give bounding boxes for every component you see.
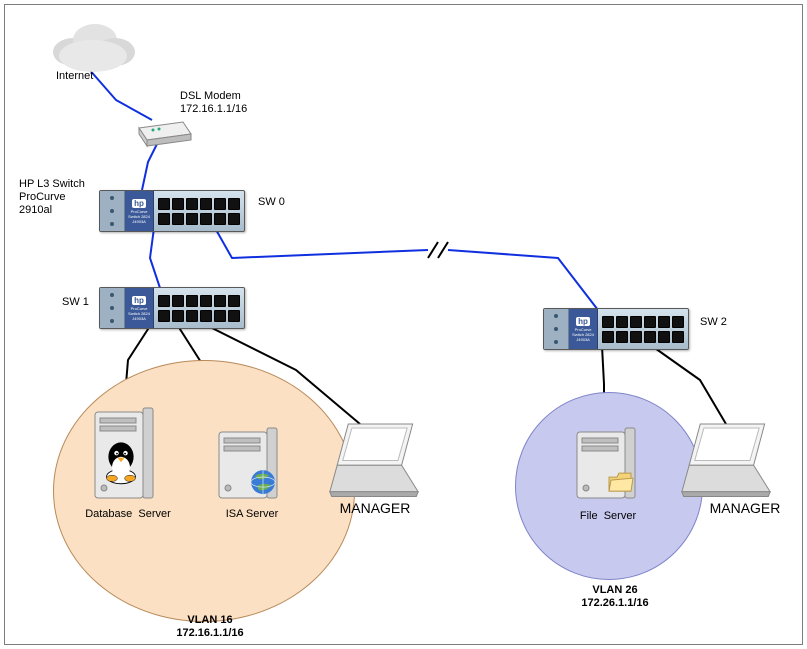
manager-2-label: MANAGER bbox=[690, 500, 800, 517]
isa-server-icon bbox=[218, 426, 278, 502]
switch-sw2: hpProCurveSwitch 2824J4903A bbox=[543, 308, 689, 350]
manager-laptop-2-icon bbox=[680, 420, 772, 498]
sw1-label: SW 1 bbox=[62, 296, 89, 309]
isa-server-label: ISA Server bbox=[216, 508, 288, 521]
diagram-canvas: Internet DSL Modem 172.16.1.1/16 HP L3 S… bbox=[0, 0, 807, 649]
file-server-label: File Server bbox=[568, 510, 648, 523]
vlan16-label: VLAN 16 172.16.1.1/16 bbox=[150, 614, 270, 640]
database-server-icon bbox=[94, 406, 154, 502]
internet-label: Internet bbox=[56, 70, 93, 83]
switch-sw1: hpProCurveSwitch 2824J4903A bbox=[99, 287, 245, 329]
vlan26-label: VLAN 26 172.26.1.1/16 bbox=[560, 584, 670, 610]
dsl-modem-icon bbox=[135, 118, 191, 146]
manager-1-label: MANAGER bbox=[320, 500, 430, 517]
dsl-modem-label: DSL Modem 172.16.1.1/16 bbox=[180, 90, 247, 116]
sw0-label: SW 0 bbox=[258, 196, 285, 209]
database-server-label: Database Server bbox=[80, 508, 176, 521]
l3-switch-label: HP L3 Switch ProCurve 2910al bbox=[19, 178, 85, 218]
switch-sw0: hpProCurveSwitch 2824J4903A bbox=[99, 190, 245, 232]
sw2-label: SW 2 bbox=[700, 316, 727, 329]
file-server-icon bbox=[576, 426, 636, 502]
manager-laptop-1-icon bbox=[328, 420, 420, 498]
internet-cloud-icon bbox=[45, 18, 135, 70]
